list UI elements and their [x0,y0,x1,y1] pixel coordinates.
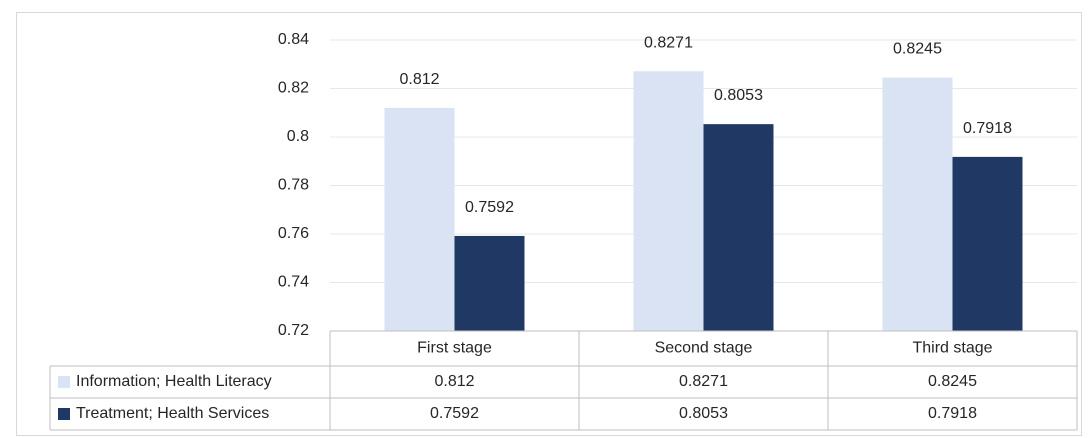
data-label: 0.7592 [465,199,514,216]
table-cell-value: 0.8245 [928,373,977,390]
legend-label: Treatment; Health Services [76,405,269,422]
bar-information [633,71,704,331]
category-label: Second stage [655,340,753,357]
legend-swatch [58,408,70,420]
category-label: Third stage [912,340,992,357]
table-cell-value: 0.812 [434,373,474,390]
data-label: 0.8053 [714,87,763,104]
legend-label: Information; Health Literacy [76,373,272,390]
data-label: 0.7918 [963,120,1012,137]
y-tick-label: 0.8 [287,128,309,145]
data-label: 0.8245 [893,41,942,58]
y-tick-label: 0.82 [278,80,309,97]
table-cell-value: 0.7592 [430,405,479,422]
bar-information [882,77,953,332]
legend-swatch [58,376,70,388]
y-tick-label: 0.72 [278,322,309,339]
y-tick-label: 0.84 [278,31,309,48]
table-cell-value: 0.8271 [679,373,728,390]
bar-treatment [703,124,774,332]
table-cell-value: 0.8053 [679,405,728,422]
category-label: First stage [417,340,492,357]
data-label: 0.8271 [644,34,693,51]
y-tick-label: 0.76 [278,225,309,242]
table-cell-value: 0.7918 [928,405,977,422]
bar-treatment [454,235,525,331]
data-label: 0.812 [399,71,439,88]
bar-information [384,107,455,332]
y-tick-label: 0.74 [278,274,309,291]
y-tick-label: 0.78 [278,177,309,194]
bar-treatment [952,156,1023,331]
